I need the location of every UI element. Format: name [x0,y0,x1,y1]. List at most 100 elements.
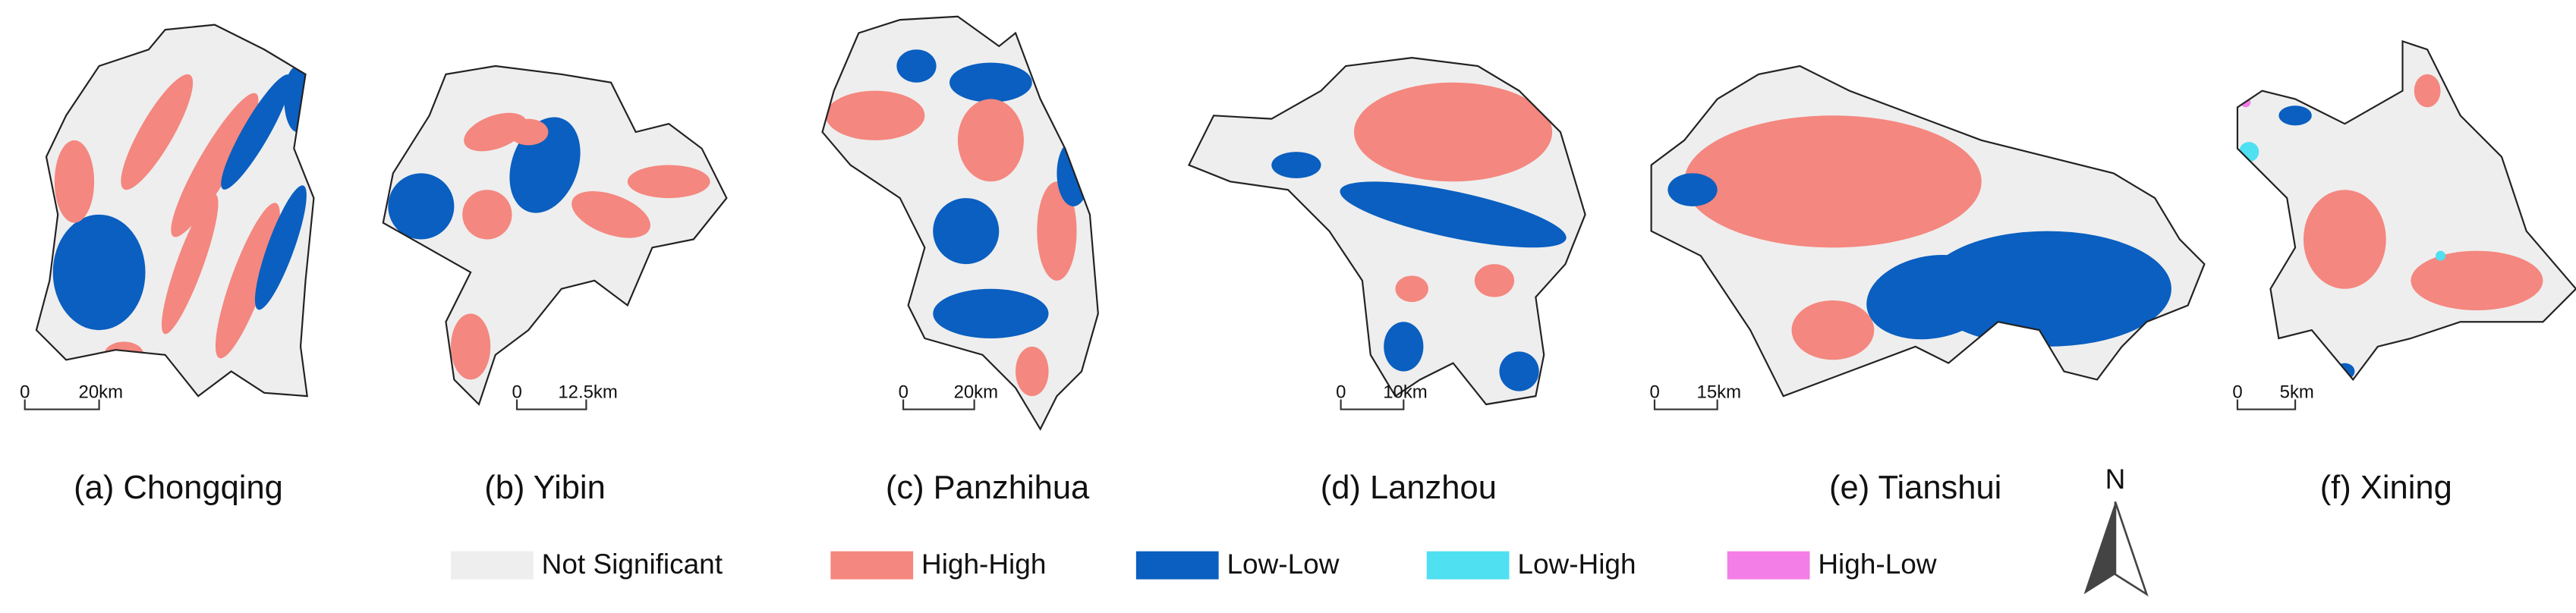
boundary [1650,64,2206,398]
map-panel: (b) Yibin 0 12.5km [382,64,728,506]
caption: (d) Lanzhou [1321,470,1497,506]
scale-label: 0 [1336,382,1346,402]
boundary [821,15,1099,431]
arrow-left [2083,501,2115,595]
cluster [957,99,1024,182]
cluster [52,214,146,331]
north-arrow: N [2083,464,2149,597]
legend-label: High-Low [1818,549,1936,580]
arrow-right [2114,501,2149,597]
cluster [104,341,144,369]
cluster [627,165,710,199]
maps: (a) Chongqing 0 20km (b) Yibin 0 12.5km (c) Pa… [20,15,2576,506]
clusters [1271,82,1567,391]
cluster [933,288,1049,338]
clusters [2239,74,2543,380]
cluster [54,140,95,223]
clusters [825,49,1090,397]
cluster [896,49,937,83]
scale-label: 20km [954,382,998,402]
cluster [221,74,291,190]
legend-swatch [450,551,534,580]
cluster [2303,190,2386,289]
scale-bar [1340,399,1405,410]
scale-label: 0 [2232,382,2242,402]
cluster [572,191,650,238]
scale-label: 15km [1697,382,1742,402]
cluster [254,185,307,310]
cluster [1384,322,1424,372]
cluster [1474,264,1515,297]
legend-label: High-High [921,549,1046,580]
cluster [2411,250,2543,311]
map-panel: (d) Lanzhou 0 10km [1187,57,1586,506]
boundary [35,24,315,398]
cluster [1354,82,1553,182]
cluster [388,173,455,240]
cluster [462,190,512,240]
caption: (e) Tianshui [1829,470,2001,506]
scale-bar [1653,399,1718,410]
map-panel: (f) Xining 0 5km [2232,39,2576,506]
legend-label: Not Significant [542,549,723,580]
scale-bar [902,399,975,410]
cluster [161,193,219,335]
cluster [1791,300,1875,360]
cluster [825,90,925,140]
cluster [450,313,491,380]
scale-label: 20km [79,382,124,402]
cluster [1499,351,1539,391]
cluster [215,203,280,359]
cluster [121,74,194,190]
caption: (a) Chongqing [74,470,283,506]
legend-swatch [830,551,914,580]
map-panel: (a) Chongqing 0 20km [20,24,315,506]
cluster [1057,140,1090,206]
cluster [1684,115,1982,248]
cluster [1037,181,1077,281]
cluster [1016,346,1049,397]
cluster [171,93,259,237]
cluster [1667,173,1718,206]
cluster [2436,250,2446,261]
caption: (c) Panzhihua [886,470,1090,506]
scale-bar [24,399,100,410]
legend-swatch [1135,551,1219,580]
cluster [2414,74,2441,108]
cluster [2278,105,2312,126]
caption: (f) Xining [2320,470,2452,506]
legend-swatch [1426,551,1510,580]
scale-label: 0 [20,382,30,402]
scale-label: 5km [2280,382,2314,402]
scale-bar [515,399,587,410]
cluster [949,62,1032,102]
cluster [1340,181,1567,248]
cluster [1271,152,1321,178]
scale-label: 12.5km [558,382,617,402]
cluster [1923,231,2171,347]
scale-label: 0 [899,382,909,402]
cluster [1866,254,1998,340]
scale-label: 0 [512,382,521,402]
boundary [382,64,728,407]
map-panel: (e) Tianshui 0 15km [1649,64,2206,506]
scale-bar [2236,399,2297,410]
boundary [2236,39,2576,382]
north-label: N [2105,464,2126,495]
clusters [1667,115,2171,360]
legend: Not Significant High-High Low-Low Low-High H… [450,549,1937,580]
scale-label: 10km [1383,382,1428,402]
cluster [2239,142,2260,162]
caption: (b) Yibin [484,470,606,506]
cluster [509,118,549,146]
map-panel: (c) Panzhihua 0 20km [821,15,1099,506]
legend-label: Low-High [1517,549,1636,580]
scale-label: 0 [1649,382,1659,402]
boundary [1187,57,1586,406]
legend-swatch [1727,551,1810,580]
cluster [933,198,1000,265]
clusters [388,112,710,380]
legend-label: Low-Low [1227,549,1340,580]
cluster [464,112,527,152]
